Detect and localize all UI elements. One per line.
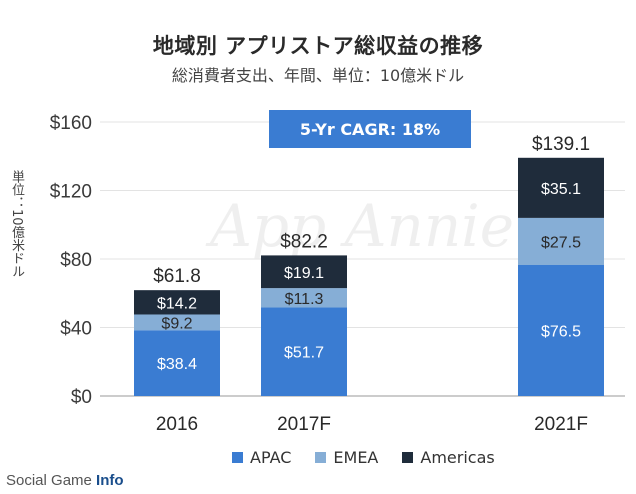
bar-emea-2021f xyxy=(518,217,604,265)
legend-label-emea: EMEA xyxy=(333,448,379,467)
x-tick-label: 2021F xyxy=(534,414,588,435)
data-label: $76.5 xyxy=(541,323,581,340)
chart-subtitle: 総消費者支出、年間、単位：10億米ドル xyxy=(171,66,465,85)
y-axis-label: 単位：10億米ドル xyxy=(9,170,24,278)
legend-item-americas: Americas xyxy=(402,448,495,467)
bar-americas-2016 xyxy=(134,290,220,315)
legend-item-apac: APAC xyxy=(232,448,291,467)
legend-swatch-americas xyxy=(402,452,414,463)
bar-emea-2017f xyxy=(261,288,347,308)
cagr-callout: 5-Yr CAGR: 18% xyxy=(269,110,471,148)
y-tick-label: $120 xyxy=(50,182,92,203)
watermark: App Annie xyxy=(210,192,515,260)
y-tick-label: $80 xyxy=(60,250,92,271)
legend-swatch-apac xyxy=(232,452,243,463)
total-label: $82.2 xyxy=(280,231,328,252)
x-tick-label: 2016 xyxy=(156,414,198,435)
bar-americas-2021f xyxy=(518,157,604,218)
data-label: $38.4 xyxy=(157,356,197,373)
bar-americas-2017f xyxy=(261,255,347,289)
bar-apac-2016 xyxy=(134,330,220,396)
brand-prefix: Social Game xyxy=(6,472,97,489)
data-label: $51.7 xyxy=(284,345,324,362)
brand-suffix: Info xyxy=(96,472,124,489)
brand-logo: Social Game Info xyxy=(6,472,124,489)
legend-item-emea: EMEA xyxy=(315,448,378,467)
chart-title: 地域別 アプリストア総収益の推移 xyxy=(152,34,484,58)
data-label: $9.2 xyxy=(161,315,192,332)
data-label: $35.1 xyxy=(541,181,581,198)
total-label: $61.8 xyxy=(153,266,201,287)
bar-emea-2016 xyxy=(134,314,220,331)
legend-label-apac: APAC xyxy=(250,448,292,467)
y-tick-label: $0 xyxy=(71,387,92,408)
bar-apac-2017f xyxy=(261,307,347,396)
legend: APAC EMEA Americas xyxy=(232,448,495,467)
total-label: $139.1 xyxy=(532,134,590,155)
bar-apac-2021f xyxy=(518,264,604,396)
data-label: $14.2 xyxy=(157,295,197,312)
data-label: $11.3 xyxy=(285,291,324,308)
y-tick-label: $40 xyxy=(60,319,92,340)
data-label: $27.5 xyxy=(541,234,581,251)
legend-swatch-emea xyxy=(315,452,327,463)
y-tick-label: $160 xyxy=(50,113,92,134)
x-tick-label: 2017F xyxy=(277,414,331,435)
data-label: $19.1 xyxy=(284,265,324,282)
legend-label-americas: Americas xyxy=(420,448,495,467)
